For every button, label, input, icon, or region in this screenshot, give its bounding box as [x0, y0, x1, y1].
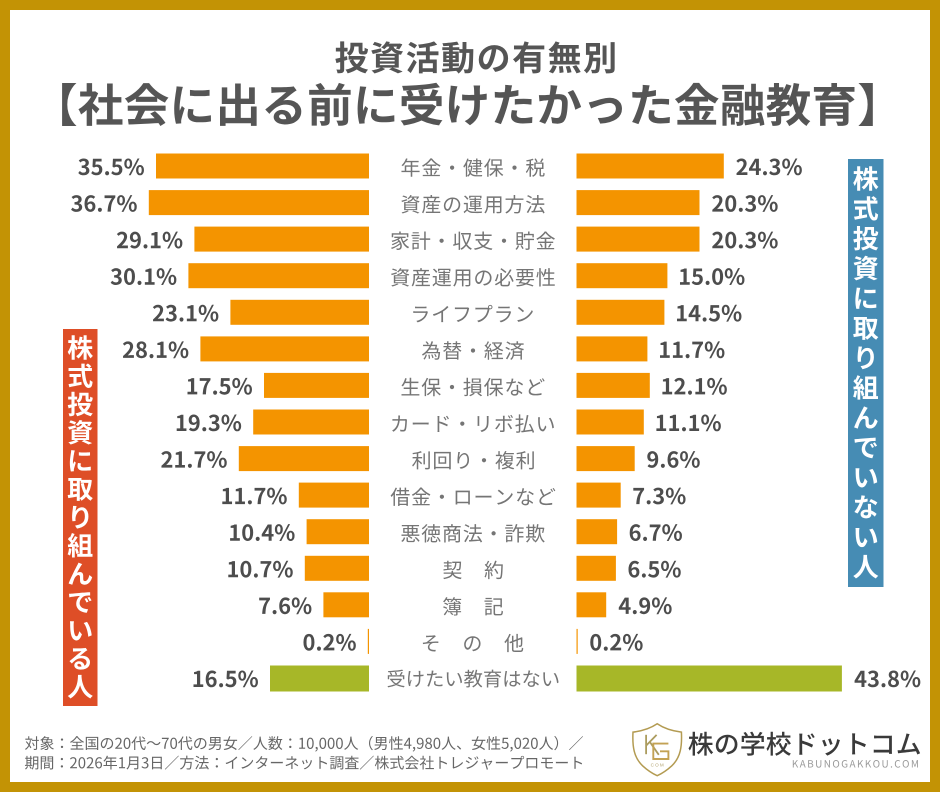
svg-text:COM: COM [651, 762, 665, 767]
